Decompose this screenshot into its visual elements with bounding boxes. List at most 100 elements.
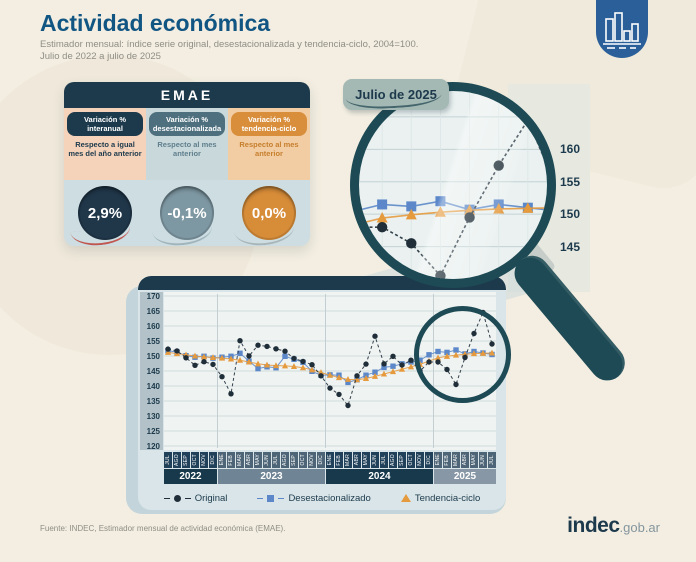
- y-tick-label: 150: [146, 351, 160, 361]
- emae-values-row: 2,9% -0,1% 0,0%: [64, 180, 310, 246]
- month-label-cell: ABR: [461, 452, 469, 468]
- year-band: 2024: [326, 469, 433, 484]
- lens-y-tick-label: 150: [560, 207, 581, 222]
- page-title: Actividad económica: [40, 10, 271, 36]
- y-tick-label: 135: [146, 396, 160, 406]
- indec-logo-badge: [596, 0, 648, 58]
- lens-axis-ticks: 160 155 150 145: [560, 91, 592, 286]
- month-label-cell: AGO: [281, 452, 289, 468]
- month-label-cell: MAR: [452, 452, 460, 468]
- x-axis-year-strip: 2022 2023 2024 2025: [164, 469, 496, 484]
- square-marker-icon: [267, 494, 275, 502]
- dash-marker: [257, 497, 264, 499]
- circle-marker-icon: [173, 494, 181, 502]
- month-label-cell: JUN: [371, 452, 379, 468]
- zoom-period-label: Julio de 2025: [343, 79, 449, 111]
- subtitle-line-1: Estimador mensual: índice serie original…: [40, 39, 419, 50]
- month-label-cell: JUL: [488, 452, 496, 468]
- y-tick-label: 130: [146, 411, 160, 421]
- month-label-cell: NOV: [308, 452, 316, 468]
- month-label-cell: ENE: [218, 452, 226, 468]
- chart-legend: Original Desestacionalizado Tendencia-ci…: [138, 486, 506, 510]
- x-axis-month-strip: JUL AGO SEP OCT NOV DIC ENE FEB MAR ABR MAY JUN JUL A…: [164, 452, 496, 468]
- variation-badge: Variación % interanual: [67, 112, 143, 136]
- y-tick-label: 145: [146, 366, 160, 376]
- month-label-cell: FEB: [335, 452, 343, 468]
- month-label-cell: NOV: [200, 452, 208, 468]
- year-band: 2022: [164, 469, 217, 484]
- year-band: 2023: [218, 469, 325, 484]
- month-label-cell: JUL: [164, 452, 172, 468]
- chart-highlight-circle: [414, 306, 511, 403]
- page-subtitle: Estimador mensual: índice serie original…: [40, 39, 418, 63]
- y-axis-labels: 170 165 160 155 150 145 140 135 130 125 120: [140, 291, 163, 451]
- year-band: 2025: [434, 469, 496, 484]
- emae-card-title: EMAE: [64, 82, 310, 108]
- legend-original: Original: [163, 492, 228, 504]
- month-label-cell: DIC: [317, 452, 325, 468]
- dash-marker: [278, 497, 285, 499]
- value-interanual: 2,9%: [64, 180, 146, 246]
- bar-chart-icon: [603, 12, 641, 49]
- month-label-cell: MAY: [470, 452, 478, 468]
- value-circle: 0,0%: [242, 186, 296, 240]
- y-tick-label: 140: [146, 381, 160, 391]
- variation-badge: Variación % tendencia-ciclo: [231, 112, 307, 136]
- month-label-cell: JUL: [272, 452, 280, 468]
- y-tick-label: 170: [146, 291, 160, 301]
- emae-line-chart: [164, 294, 496, 448]
- dash-marker: [163, 497, 170, 499]
- legend-label: Original: [194, 492, 228, 504]
- value-circle: -0,1%: [160, 186, 214, 240]
- legend-tendencia-ciclo: Tendencia-ciclo: [400, 492, 481, 504]
- dash-marker: [184, 497, 191, 499]
- month-label-cell: AGO: [173, 452, 181, 468]
- y-tick-label: 160: [146, 321, 160, 331]
- month-label-cell: JUL: [380, 452, 388, 468]
- y-tick-label: 125: [146, 426, 160, 436]
- value-desestacionalizada: -0,1%: [146, 180, 228, 246]
- emae-summary-card: EMAE Variación % interanual Respecto a i…: [64, 82, 310, 246]
- month-label-cell: ABR: [245, 452, 253, 468]
- month-label-cell: DIC: [425, 452, 433, 468]
- legend-label: Tendencia-ciclo: [414, 492, 481, 504]
- month-label-cell: MAR: [344, 452, 352, 468]
- variation-note: Respecto al mes anterior: [239, 140, 299, 158]
- zoomed-chart: [359, 91, 547, 279]
- month-label-cell: FEB: [227, 452, 235, 468]
- y-tick-label: 155: [146, 336, 160, 346]
- zoom-period-text: Julio de 2025: [355, 87, 437, 102]
- month-label-cell: FEB: [443, 452, 451, 468]
- legend-desestacionalizado: Desestacionalizado: [257, 492, 371, 504]
- indec-wordmark: indec .gob.ar: [567, 514, 660, 538]
- emae-column-desestacionalizada: Variación % desestacionalizada Respecto …: [146, 108, 228, 180]
- source-note: Fuente: INDEC, Estimador mensual de acti…: [40, 524, 286, 533]
- month-label-cell: MAR: [236, 452, 244, 468]
- lens-y-tick-label: 155: [560, 174, 581, 189]
- lens-y-tick-label: 145: [560, 239, 581, 254]
- month-label-cell: ABR: [353, 452, 361, 468]
- variation-note: Respecto a igual mes del año anterior: [68, 140, 142, 158]
- brand-domain: .gob.ar: [619, 520, 660, 535]
- variation-badge: Variación % desestacionalizada: [149, 112, 225, 136]
- month-label-cell: OCT: [299, 452, 307, 468]
- month-label-cell: SEP: [182, 452, 190, 468]
- month-label-cell: NOV: [416, 452, 424, 468]
- month-label-cell: DIC: [209, 452, 217, 468]
- emae-column-interanual: Variación % interanual Respecto a igual …: [64, 108, 146, 180]
- y-tick-label: 165: [146, 306, 160, 316]
- triangle-marker-icon: [400, 494, 411, 502]
- month-label-cell: ENE: [434, 452, 442, 468]
- value-circle: 2,9%: [78, 186, 132, 240]
- month-label-cell: OCT: [191, 452, 199, 468]
- y-tick-label: 120: [146, 441, 160, 451]
- variation-note: Respecto al mes anterior: [157, 140, 217, 158]
- month-label-cell: JUN: [479, 452, 487, 468]
- month-label-cell: MAY: [362, 452, 370, 468]
- month-label-cell: MAY: [254, 452, 262, 468]
- legend-label: Desestacionalizado: [288, 492, 371, 504]
- subtitle-line-2: Julio de 2022 a julio de 2025: [40, 50, 161, 62]
- brand-name: indec: [567, 514, 620, 537]
- month-label-cell: JUN: [263, 452, 271, 468]
